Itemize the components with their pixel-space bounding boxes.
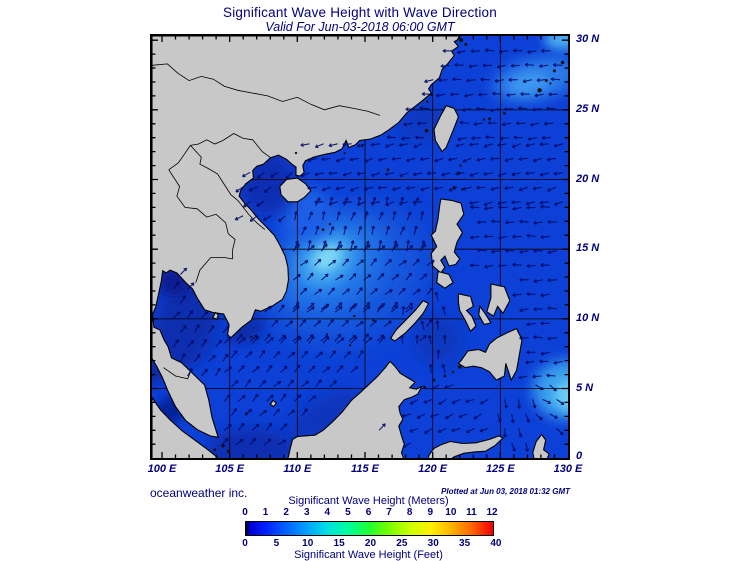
latitude-label: 0	[576, 450, 582, 462]
legend-tick-meters: 3	[304, 507, 310, 518]
legend-tick-meters: 8	[407, 507, 413, 518]
legend-title-feet: Significant Wave Height (Feet)	[245, 549, 492, 561]
latitude-label: 15 N	[576, 242, 599, 254]
longitude-label: 125 E	[486, 463, 515, 475]
longitude-label: 120 E	[418, 463, 447, 475]
legend-tick-feet: 30	[428, 538, 439, 549]
latitude-label: 5 N	[576, 382, 593, 394]
legend-tick-meters: 11	[466, 507, 477, 518]
legend-tick-meters: 10	[445, 507, 456, 518]
legend-tick-meters: 0	[242, 507, 248, 518]
longitude-label: 130 E	[554, 463, 583, 475]
longitude-label: 105 E	[215, 463, 244, 475]
longitude-label: 115 E	[351, 463, 379, 475]
legend-tick-feet: 35	[459, 538, 470, 549]
legend-tick-feet: 5	[274, 538, 280, 549]
legend-tick-feet: 0	[242, 538, 248, 549]
legend-tick-meters: 4	[325, 507, 331, 518]
legend-tick-meters: 6	[366, 507, 372, 518]
latitude-label: 20 N	[576, 173, 599, 185]
map-frame	[150, 34, 570, 460]
legend-tick-feet: 25	[396, 538, 407, 549]
page-title: Significant Wave Height with Wave Direct…	[120, 5, 600, 20]
legend-tick-meters: 9	[427, 507, 433, 518]
legend-tick-meters: 1	[263, 507, 269, 518]
legend-tick-feet: 20	[365, 538, 376, 549]
longitude-label: 100 E	[148, 463, 177, 475]
latitude-label: 25 N	[576, 103, 599, 115]
provider-credit: oceanweather inc.	[150, 486, 247, 500]
map-canvas	[152, 36, 568, 458]
legend-tick-meters: 12	[486, 507, 497, 518]
legend-title-meters: Significant Wave Height (Meters)	[245, 495, 492, 507]
latitude-label: 30 N	[576, 33, 599, 45]
legend-tick-feet: 40	[490, 538, 501, 549]
latitude-label: 10 N	[576, 312, 599, 324]
wave-height-colorbar	[245, 521, 494, 536]
valid-time-subtitle: Valid For Jun-03-2018 06:00 GMT	[120, 20, 600, 34]
longitude-label: 110 E	[283, 463, 311, 475]
legend-tick-meters: 2	[283, 507, 289, 518]
legend-tick-meters: 5	[345, 507, 351, 518]
legend-tick-feet: 15	[334, 538, 345, 549]
legend-tick-feet: 10	[302, 538, 313, 549]
legend-tick-meters: 7	[386, 507, 392, 518]
